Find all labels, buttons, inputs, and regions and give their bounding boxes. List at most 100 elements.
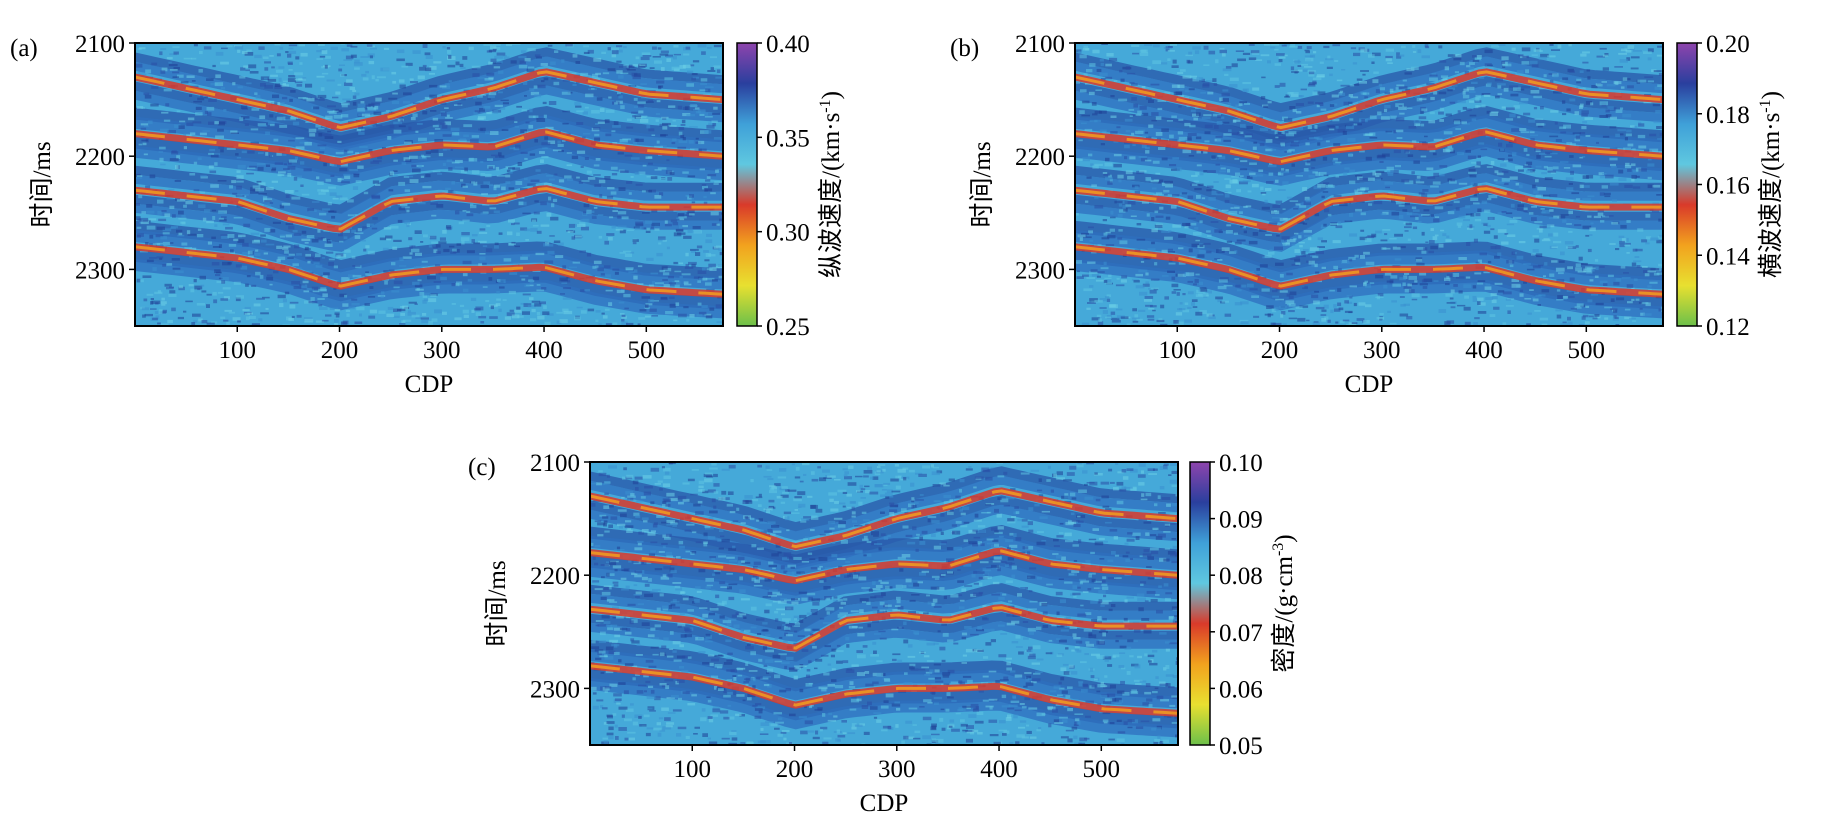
heatmap-area bbox=[135, 43, 723, 326]
horizon-line bbox=[135, 185, 723, 233]
blue-band bbox=[1075, 193, 1663, 243]
panel-label: (c) bbox=[468, 454, 496, 481]
panel-c: 100 200 300 400 500 2100 2200 2300 CDP 时间/ms (c) 0.… bbox=[468, 450, 1298, 817]
blue-band bbox=[590, 466, 1178, 532]
colorbar bbox=[1189, 461, 1211, 746]
blue-band bbox=[1075, 134, 1663, 177]
x-tick-label: 100 bbox=[219, 337, 257, 364]
horizon-highlight bbox=[135, 130, 723, 164]
y-axis-label: 时间/ms bbox=[28, 141, 56, 227]
blue-band bbox=[135, 258, 723, 319]
y-tick-label: 2200 bbox=[1015, 144, 1065, 171]
x-tick-label: 400 bbox=[980, 756, 1018, 783]
plot-frame bbox=[134, 42, 724, 327]
y-axis-label: 时间/ms bbox=[968, 141, 996, 227]
colorbar-tick-label: 0.10 bbox=[1219, 450, 1263, 477]
x-axis-label: CDP bbox=[1345, 371, 1394, 398]
y-tick-label: 2100 bbox=[530, 450, 580, 477]
colorbar-tick-label: 0.08 bbox=[1219, 563, 1263, 590]
colorbar-tick-label: 0.09 bbox=[1219, 507, 1263, 534]
y-tick-label: 2300 bbox=[1015, 257, 1065, 284]
colorbar-tick-label: 0.07 bbox=[1219, 620, 1263, 647]
blue-band bbox=[1075, 220, 1663, 281]
colorbar-tick-label: 0.30 bbox=[766, 220, 810, 247]
x-axis-label: CDP bbox=[860, 790, 909, 817]
heatmap-area bbox=[1075, 43, 1663, 326]
horizon-line bbox=[590, 662, 1178, 717]
x-tick-label: 200 bbox=[1261, 337, 1299, 364]
blue-band bbox=[135, 105, 723, 148]
blue-band bbox=[135, 143, 723, 186]
x-tick-label: 500 bbox=[628, 337, 666, 364]
blue-band bbox=[1075, 258, 1663, 319]
plot-frame bbox=[1074, 42, 1664, 327]
horizon-line bbox=[590, 487, 1178, 551]
blue-band bbox=[135, 47, 723, 113]
x-tick-label: 100 bbox=[674, 756, 712, 783]
colorbar-label: 纵波速度/(km·s-1) bbox=[817, 91, 845, 278]
colorbar-tick-label: 0.25 bbox=[766, 314, 810, 341]
blue-band bbox=[135, 56, 723, 122]
blue-band bbox=[590, 533, 1178, 576]
panel-b: 100 200 300 400 500 2100 2200 2300 CDP 时间/ms (b) 0.… bbox=[950, 31, 1785, 398]
y-tick-label: 2300 bbox=[75, 257, 125, 284]
panel-label: (a) bbox=[10, 35, 38, 62]
horizon-highlight bbox=[590, 549, 1178, 583]
x-tick-label: 400 bbox=[525, 337, 563, 364]
blue-band bbox=[590, 553, 1178, 596]
colorbar-tick-label: 0.05 bbox=[1219, 733, 1263, 760]
y-tick-label: 2200 bbox=[75, 144, 125, 171]
horizon-line bbox=[1075, 243, 1663, 298]
panel-label: (b) bbox=[950, 35, 979, 62]
x-tick-label: 200 bbox=[776, 756, 814, 783]
horizon-line bbox=[590, 604, 1178, 652]
horizon-line bbox=[1075, 185, 1663, 233]
noise-texture bbox=[135, 43, 723, 326]
x-axis-label: CDP bbox=[405, 371, 454, 398]
x-tick-label: 400 bbox=[1465, 337, 1503, 364]
blue-band bbox=[1075, 249, 1663, 310]
x-tick-label: 500 bbox=[1568, 337, 1606, 364]
blue-band bbox=[135, 202, 723, 252]
colorbar-label: 横波速度/(km·s-1) bbox=[1757, 91, 1785, 278]
colorbar-tick-label: 0.06 bbox=[1219, 676, 1263, 703]
horizon-line bbox=[135, 68, 723, 132]
colorbar-label: 密度/(g·cm-3) bbox=[1270, 534, 1298, 672]
blue-band bbox=[1075, 229, 1663, 290]
panel-a: 100 200 300 400 500 2100 2200 2300 CDP 时间/ms (a) 0.… bbox=[10, 31, 845, 398]
colorbar-tick-label: 0.16 bbox=[1706, 173, 1750, 200]
x-tick-label: 300 bbox=[1363, 337, 1401, 364]
y-tick-label: 2200 bbox=[530, 563, 580, 590]
blue-band bbox=[135, 76, 723, 142]
x-tick-label: 300 bbox=[878, 756, 916, 783]
horizon-line bbox=[135, 243, 723, 298]
blue-band bbox=[1075, 76, 1663, 142]
x-tick-label: 500 bbox=[1083, 756, 1121, 783]
blue-band bbox=[590, 524, 1178, 567]
colorbar-tick-label: 0.20 bbox=[1706, 31, 1750, 58]
heatmap-area bbox=[590, 462, 1178, 745]
horizon-highlight bbox=[1075, 130, 1663, 164]
y-tick-label: 2100 bbox=[75, 31, 125, 58]
blue-band bbox=[1075, 143, 1663, 186]
blue-band bbox=[1075, 47, 1663, 113]
plot-frame bbox=[589, 461, 1179, 746]
colorbar-tick-label: 0.35 bbox=[766, 125, 810, 152]
y-tick-label: 2300 bbox=[530, 676, 580, 703]
x-tick-label: 300 bbox=[423, 337, 461, 364]
colorbar bbox=[736, 42, 758, 327]
blue-band bbox=[135, 134, 723, 177]
horizon-line bbox=[1075, 68, 1663, 132]
x-tick-label: 100 bbox=[1159, 337, 1197, 364]
colorbar-tick-label: 0.40 bbox=[766, 31, 810, 58]
y-tick-label: 2100 bbox=[1015, 31, 1065, 58]
blue-band bbox=[1075, 202, 1663, 252]
y-axis-label: 时间/ms bbox=[483, 560, 511, 646]
blue-band bbox=[1075, 173, 1663, 223]
colorbar bbox=[1676, 42, 1698, 327]
colorbar-tick-label: 0.12 bbox=[1706, 314, 1750, 341]
x-tick-label: 200 bbox=[321, 337, 359, 364]
colorbar-tick-label: 0.14 bbox=[1706, 243, 1750, 270]
colorbar-tick-label: 0.18 bbox=[1706, 102, 1750, 129]
